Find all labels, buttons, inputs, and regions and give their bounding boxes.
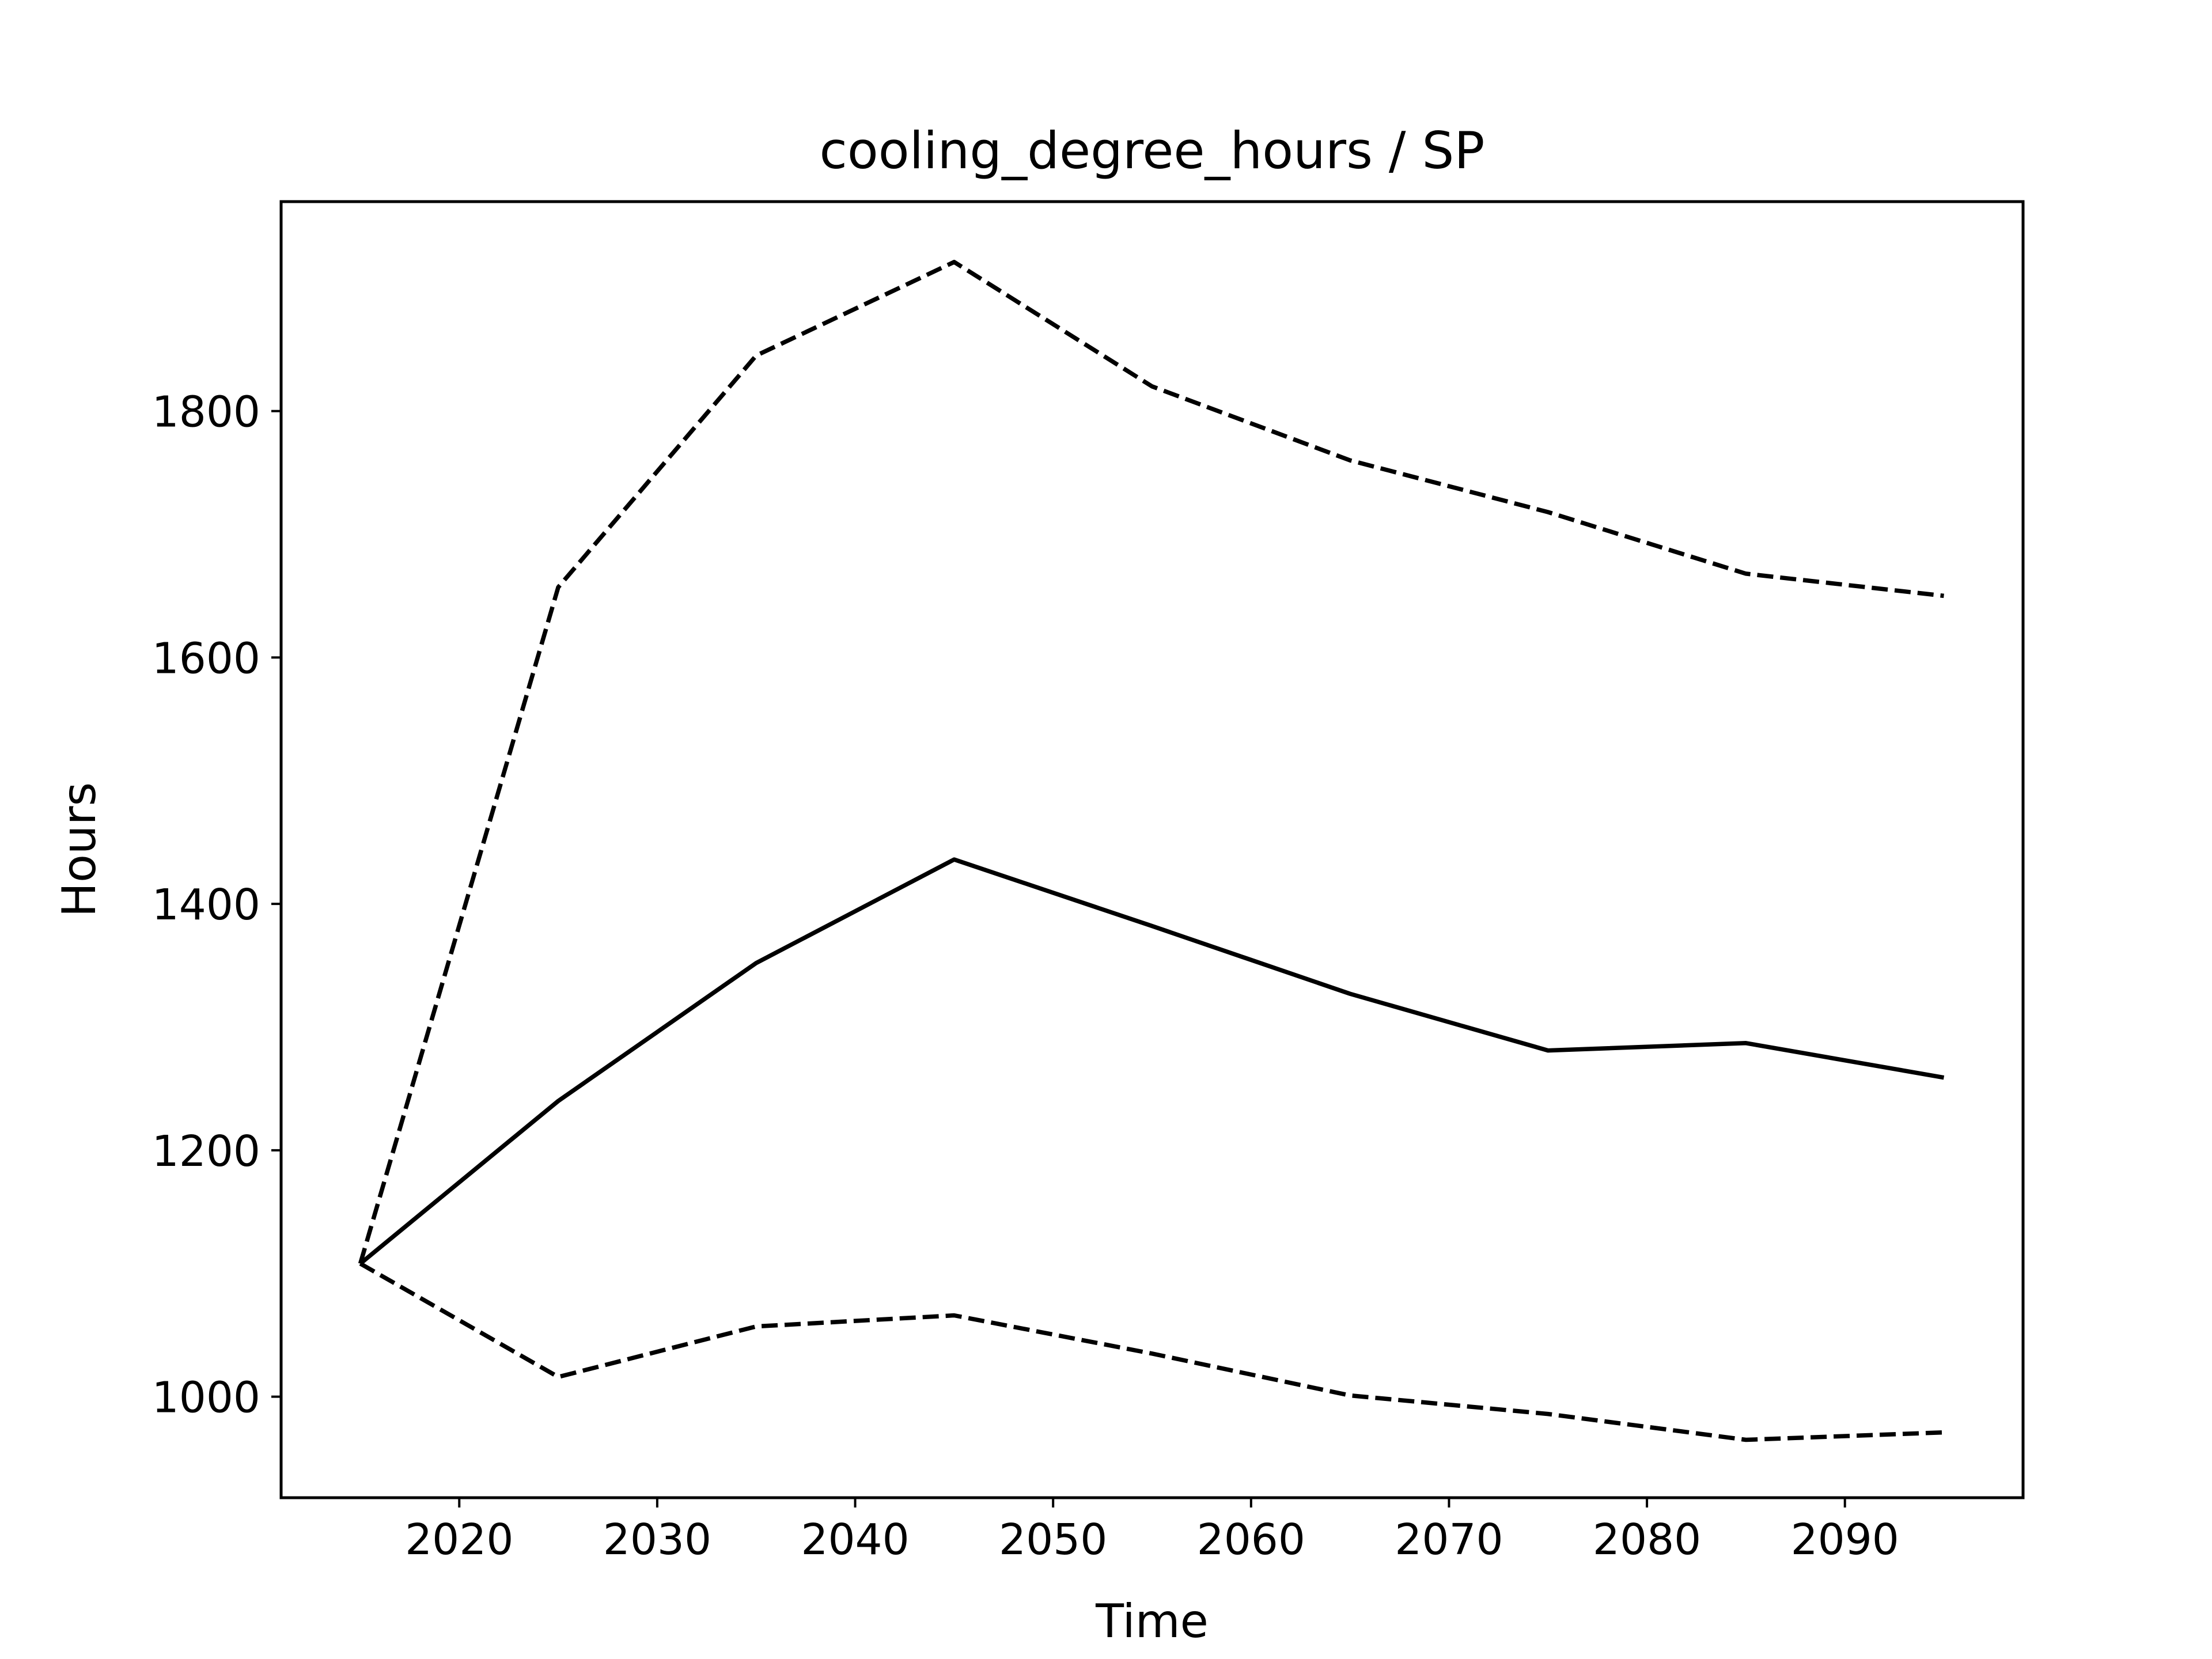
x-axis-label: Time bbox=[1095, 1594, 1209, 1648]
y-axis-ticks: 1000 1200 1400 1600 1800 bbox=[152, 388, 281, 1423]
y-tick-label: 1600 bbox=[152, 634, 260, 683]
y-tick-label: 1000 bbox=[152, 1373, 260, 1423]
y-tick-label: 1400 bbox=[152, 880, 260, 930]
dashed-series-line-1 bbox=[358, 260, 1944, 1264]
x-tick-label: 2050 bbox=[999, 1515, 1107, 1565]
solid-series-line-0 bbox=[359, 857, 1945, 1266]
x-tick-label: 2020 bbox=[405, 1515, 513, 1565]
x-tick-label: 2070 bbox=[1395, 1515, 1503, 1565]
dashed-series-line-2 bbox=[359, 1262, 1944, 1442]
x-tick-label: 2030 bbox=[603, 1515, 711, 1565]
x-tick-label: 2080 bbox=[1593, 1515, 1701, 1565]
x-tick-label: 2060 bbox=[1197, 1515, 1305, 1565]
x-axis-ticks: 2020 2030 2040 2050 2060 2070 2080 2090 bbox=[405, 1498, 1899, 1565]
series-layer bbox=[358, 260, 1945, 1442]
y-axis-label: Hours bbox=[52, 782, 106, 917]
x-tick-label: 2040 bbox=[801, 1515, 909, 1565]
y-tick-label: 1200 bbox=[152, 1127, 260, 1176]
x-tick-label: 2090 bbox=[1791, 1515, 1899, 1565]
chart-title: cooling_degree_hours / SP bbox=[820, 121, 1485, 180]
plot-frame bbox=[279, 200, 2025, 1499]
y-tick-label: 1800 bbox=[152, 388, 260, 437]
